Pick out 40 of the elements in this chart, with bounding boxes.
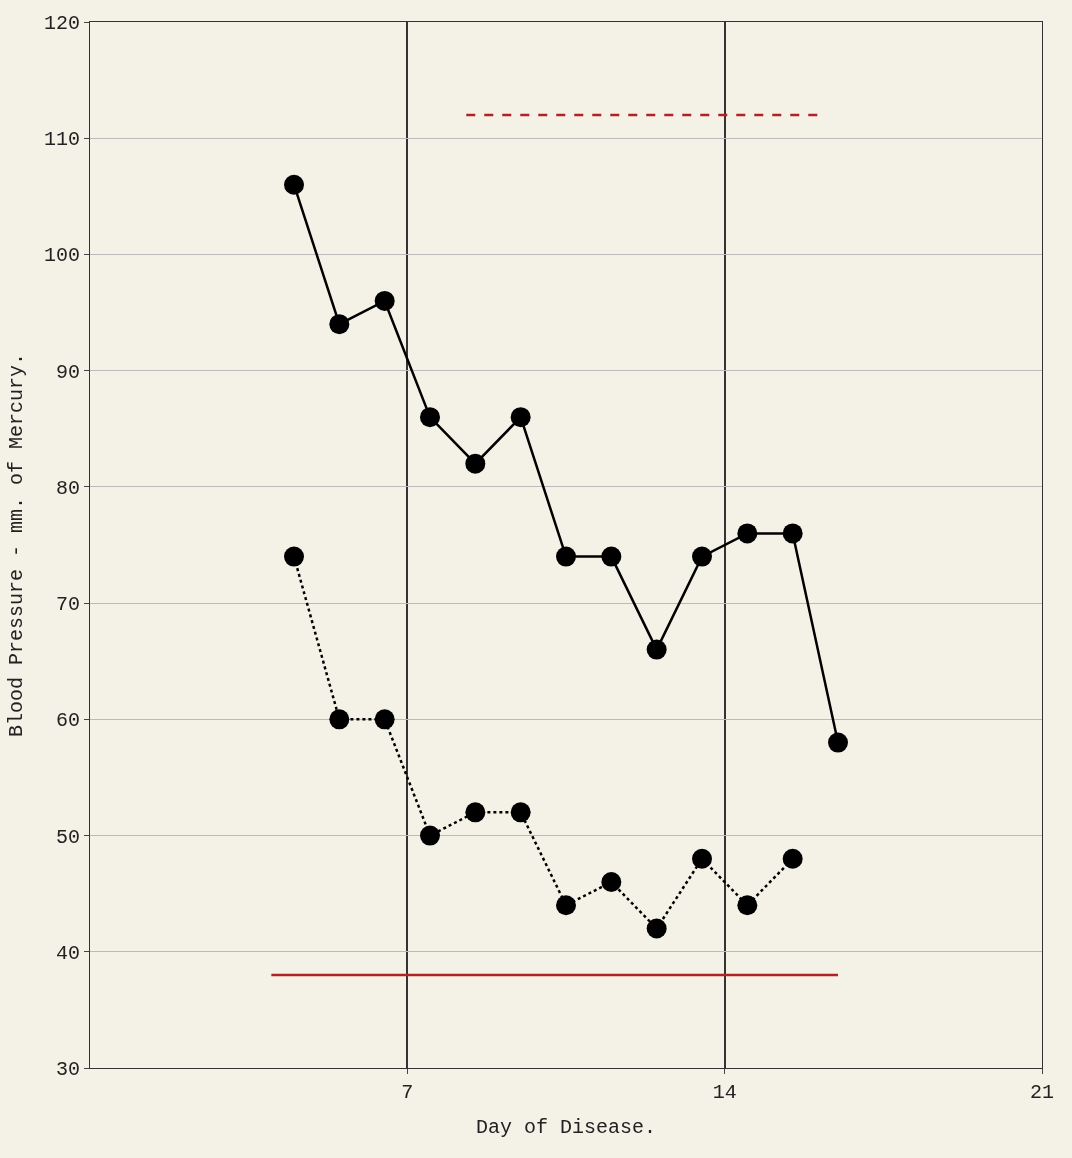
point <box>329 314 350 335</box>
x-tick-label: 7 <box>401 1081 414 1104</box>
point <box>782 523 803 544</box>
point <box>828 732 848 753</box>
y-axis-title: Blood Pressure - mm. of Mercury. <box>5 352 29 738</box>
point <box>329 709 350 730</box>
y-tick-label: 90 <box>55 360 80 384</box>
x-axis-title: Day of Disease. <box>475 1115 657 1139</box>
x-tick-label: 14 <box>712 1081 737 1104</box>
point <box>737 895 758 916</box>
y-tick-label: 30 <box>55 1058 80 1081</box>
point <box>601 546 622 567</box>
point <box>420 825 440 846</box>
point <box>646 918 667 939</box>
point <box>420 407 440 428</box>
point <box>646 639 667 660</box>
y-tick-label: 110 <box>43 128 80 152</box>
y-tick-label: 100 <box>43 244 80 268</box>
point <box>510 802 531 823</box>
point <box>556 895 576 916</box>
point <box>601 872 622 893</box>
point <box>465 802 486 823</box>
point <box>692 546 712 567</box>
y-tick-label: 70 <box>55 593 80 617</box>
y-tick-label: 60 <box>55 709 80 733</box>
point <box>374 709 395 730</box>
point <box>284 174 304 195</box>
point <box>692 848 712 869</box>
y-tick-label: 50 <box>55 825 80 849</box>
point <box>374 290 395 311</box>
x-tick-label: 21 <box>1029 1081 1055 1104</box>
point <box>284 546 304 567</box>
point <box>556 546 576 567</box>
y-tick-label: 120 <box>43 12 80 35</box>
point <box>737 523 758 544</box>
y-tick-label: 80 <box>55 476 80 500</box>
point <box>465 453 486 474</box>
point <box>510 407 531 428</box>
point <box>782 848 803 869</box>
y-tick-label: 40 <box>55 941 80 965</box>
